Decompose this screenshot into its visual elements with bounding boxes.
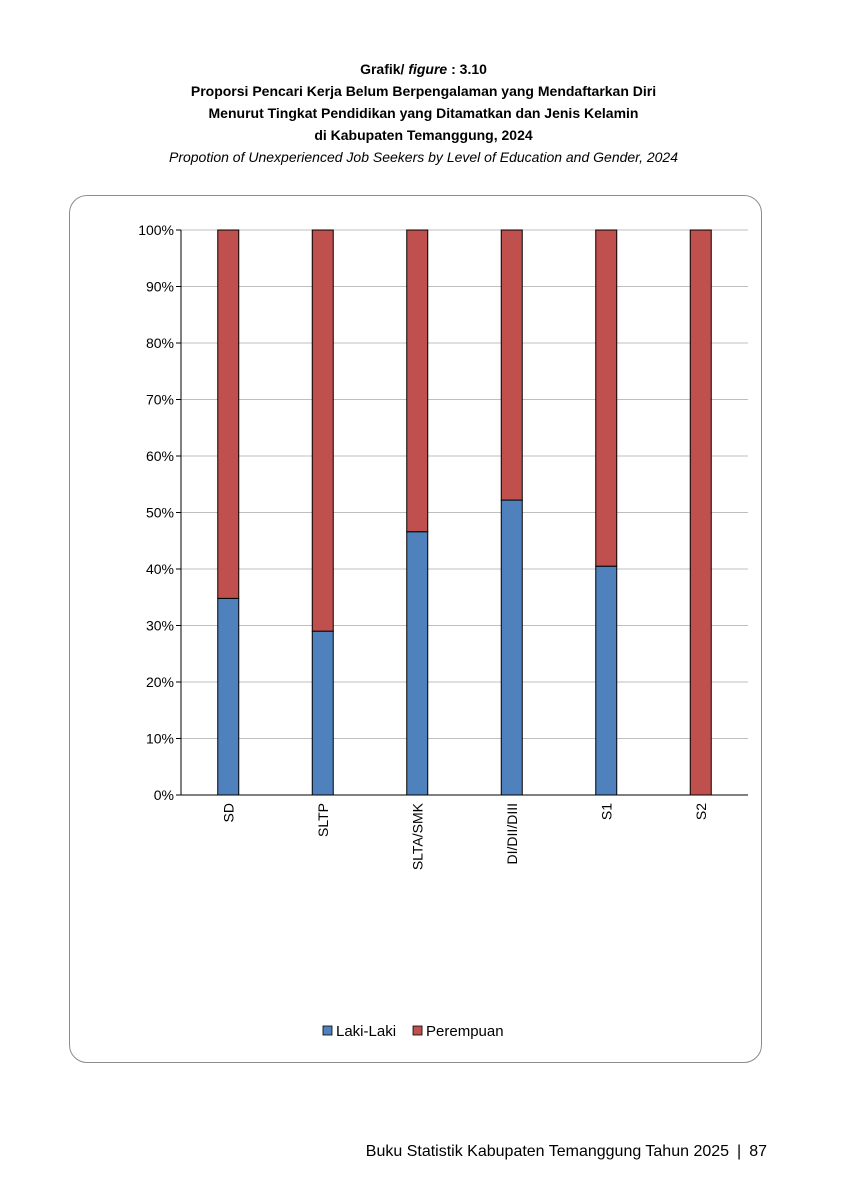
figure-number: : 3.10 — [451, 61, 487, 77]
figure-heading: Grafik/ figure : 3.10 Proporsi Pencari K… — [0, 58, 847, 168]
page-footer: Buku Statistik Kabupaten Temanggung Tahu… — [0, 1143, 767, 1161]
x-tick-label: S2 — [693, 803, 709, 820]
x-tick-label: S1 — [598, 803, 614, 820]
stacked-bar-chart: 0% 10% 20% 30% 40% 50% 60% 70% 80% 90% 100% SD SLTP S… — [138, 222, 748, 1040]
legend-label: Perempuan — [426, 1023, 504, 1040]
bar-laki-laki — [311, 630, 334, 796]
chart-panel: 0% 10% 20% 30% 40% 50% 60% 70% 80% 90% 100% SD SLTP S… — [69, 195, 762, 1063]
y-tick-label: 90% — [146, 279, 174, 295]
x-tick-label: SD — [220, 803, 236, 822]
y-tick-label: 30% — [146, 618, 174, 634]
y-tick-label: 50% — [146, 505, 174, 521]
chart-subtitle: Propotion of Unexperienced Job Seekers b… — [168, 149, 678, 165]
y-tick-label: 0% — [154, 787, 174, 803]
figure-word: figure — [408, 61, 448, 77]
bar-perempuan — [217, 229, 240, 599]
bar-laki-laki — [406, 531, 429, 796]
y-tick-label: 20% — [146, 674, 174, 690]
chart-title-line-3: di Kabupaten Temanggung, 2024 — [314, 127, 533, 143]
legend-label: Laki-Laki — [336, 1023, 396, 1040]
y-tick-label: 100% — [138, 222, 174, 238]
bar-perempuan — [595, 229, 618, 567]
bar-laki-laki — [595, 565, 618, 796]
x-tick-label: DI/DII/DIII — [504, 803, 520, 864]
x-tick-label: SLTA/SMK — [409, 802, 425, 870]
y-tick-label: 60% — [146, 448, 174, 464]
page-number: 87 — [749, 1143, 767, 1160]
y-tick-label: 70% — [146, 392, 174, 408]
figure-label: Grafik/ figure : 3.10 — [0, 58, 847, 80]
bar-laki-laki — [217, 597, 240, 796]
footer-text: Buku Statistik Kabupaten Temanggung Tahu… — [365, 1143, 730, 1160]
figure-prefix: Grafik/ — [360, 61, 405, 77]
y-tick-label: 10% — [146, 731, 174, 747]
y-tick-label: 40% — [146, 561, 174, 577]
bar-perempuan — [500, 229, 523, 501]
bar-perempuan — [689, 229, 712, 796]
bar-laki-laki — [500, 499, 523, 796]
x-tick-label: SLTP — [315, 803, 331, 837]
bar-perempuan — [311, 229, 334, 632]
legend-swatch — [322, 1025, 333, 1036]
legend-swatch — [412, 1025, 423, 1036]
bar-perempuan — [406, 229, 429, 533]
y-tick-label: 80% — [146, 335, 174, 351]
chart-title-line-1: Proporsi Pencari Kerja Belum Berpengalam… — [190, 83, 657, 99]
footer-separator: | — [737, 1143, 742, 1160]
chart-title-line-2: Menurut Tingkat Pendidikan yang Ditamatk… — [208, 105, 639, 121]
